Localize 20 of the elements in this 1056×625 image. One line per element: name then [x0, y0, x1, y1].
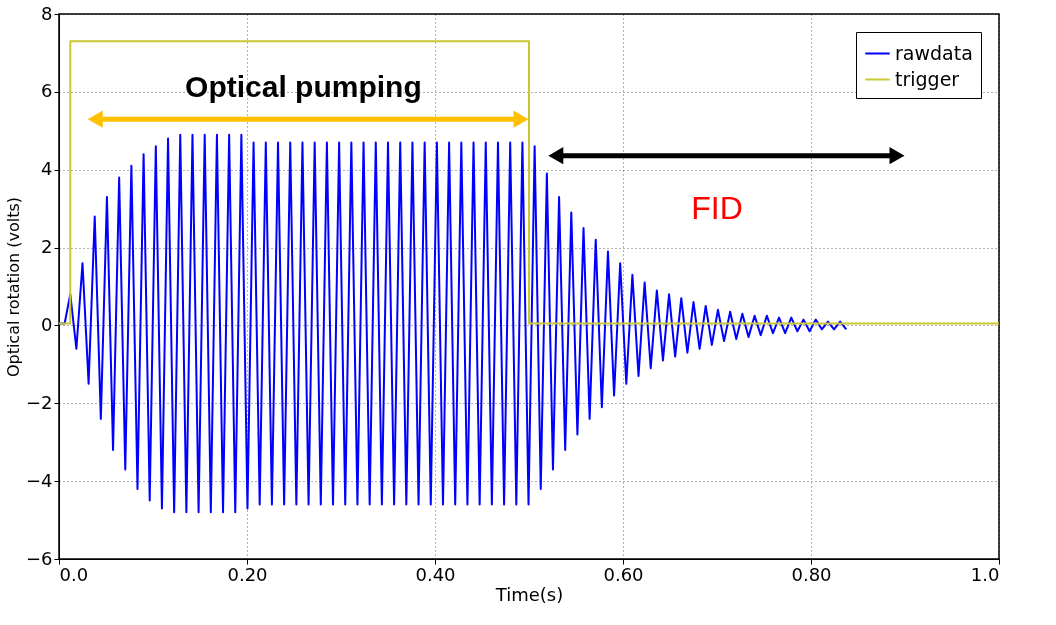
x-tick-label: 0.80: [791, 563, 832, 585]
legend-label: rawdata: [895, 41, 973, 64]
legend-label: trigger: [895, 67, 960, 90]
annotation: Optical pumping: [185, 69, 422, 103]
y-tick-label: −6: [25, 547, 53, 569]
x-tick-label: 1.0: [970, 563, 1000, 585]
y-tick-label: −4: [25, 469, 53, 491]
y-tick-label: 4: [41, 158, 53, 180]
y-axis-title: Optical rotation (volts): [3, 196, 23, 378]
x-tick-label: 0.20: [227, 563, 268, 585]
y-tick-label: 8: [41, 2, 53, 24]
x-axis-title: Time(s): [494, 583, 564, 605]
annotation: FID: [691, 189, 743, 226]
x-tick-label: 0.40: [415, 563, 456, 585]
y-tick-label: 2: [41, 236, 53, 258]
y-tick-label: −2: [25, 391, 53, 413]
y-tick-label: 6: [41, 80, 53, 102]
y-tick-label: 0: [41, 313, 53, 335]
x-tick-label: 0.0: [59, 563, 89, 585]
x-tick-label: 0.60: [603, 563, 644, 585]
